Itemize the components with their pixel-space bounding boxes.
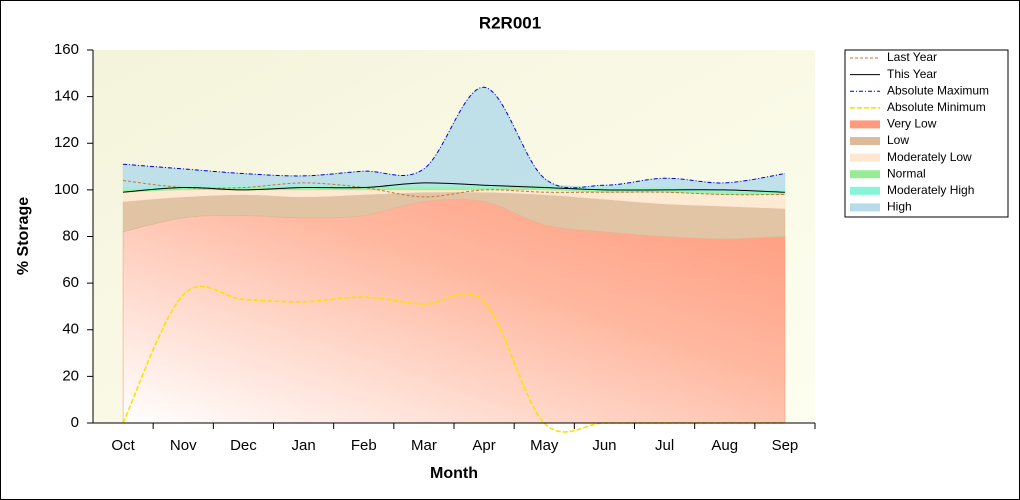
y-tick-label: 120: [54, 134, 79, 151]
series-line: [123, 182, 785, 193]
legend-label: Last Year: [887, 50, 937, 64]
legend-label: Absolute Maximum: [887, 83, 989, 97]
x-tick-label: Feb: [351, 437, 377, 454]
y-tick-label: 40: [62, 321, 79, 338]
series-line: [123, 86, 785, 189]
x-tick-label: Dec: [230, 437, 257, 454]
x-tick-label: May: [530, 437, 559, 454]
legend-swatch: [850, 137, 880, 145]
y-tick-label: 0: [71, 414, 79, 431]
y-axis-label: % Storage: [15, 197, 32, 275]
y-tick-label: 60: [62, 274, 79, 291]
legend-label: Absolute Minimum: [887, 100, 986, 114]
legend-label: This Year: [887, 67, 937, 81]
x-tick-label: Jul: [655, 437, 674, 454]
legend-swatch: [850, 186, 880, 195]
y-tick-label: 140: [54, 88, 79, 105]
legend-label: Low: [887, 133, 909, 147]
series-line: [123, 180, 785, 198]
x-tick-label: Jun: [592, 437, 616, 454]
legend-swatch: [850, 120, 880, 129]
x-tick-label: Nov: [170, 437, 197, 454]
y-tick-label: 160: [54, 41, 79, 58]
legend-swatch: [850, 153, 880, 162]
x-axis-label: Month: [430, 465, 478, 482]
legend-label: Very Low: [887, 117, 937, 131]
legend-label: Moderately High: [887, 183, 974, 197]
x-tick-label: Mar: [411, 437, 437, 454]
x-tick-label: Aug: [711, 437, 738, 454]
x-tick-label: Oct: [111, 437, 135, 454]
x-tick-label: Sep: [772, 437, 799, 454]
legend-label: High: [887, 200, 912, 214]
legend-swatch: [850, 170, 880, 179]
legend-swatch: [850, 203, 880, 212]
chart-title: R2R001: [479, 13, 541, 32]
x-tick-label: Jan: [291, 437, 315, 454]
x-tick-label: Apr: [472, 437, 495, 454]
legend-label: Normal: [887, 166, 926, 180]
legend-label: Moderately Low: [887, 150, 972, 164]
y-tick-label: 100: [54, 181, 79, 198]
y-tick-label: 20: [62, 367, 79, 384]
y-tick-label: 80: [62, 227, 79, 244]
